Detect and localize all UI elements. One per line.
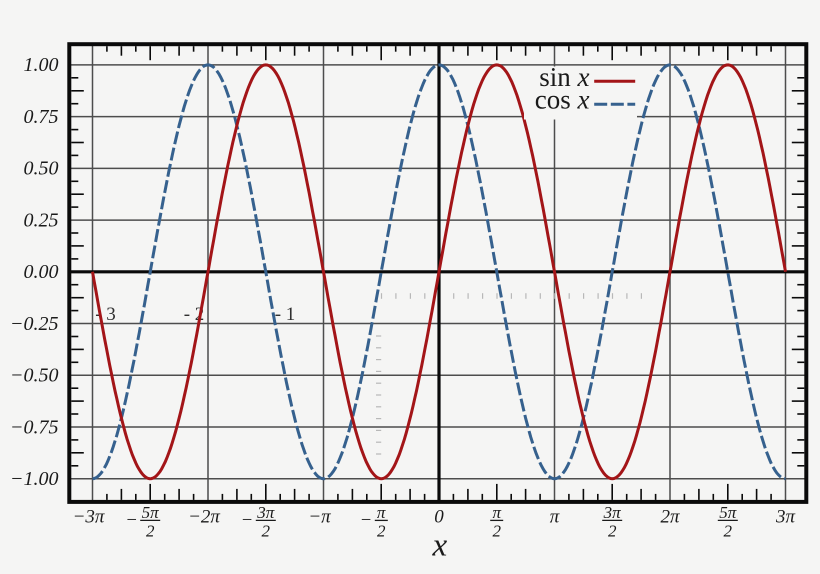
svg-text:−π: −π xyxy=(308,506,331,527)
svg-text:2: 2 xyxy=(262,521,271,540)
svg-text:2π: 2π xyxy=(660,506,680,527)
svg-text:0.00: 0.00 xyxy=(24,261,59,283)
svg-text:2: 2 xyxy=(146,521,155,540)
svg-text:−: − xyxy=(360,510,372,530)
svg-text:π: π xyxy=(550,506,560,527)
svg-text:−: − xyxy=(241,510,253,530)
svg-text:−1.00: −1.00 xyxy=(10,468,59,490)
svg-text:−3π: −3π xyxy=(73,506,105,527)
svg-text:0.50: 0.50 xyxy=(24,158,59,180)
svg-text:cos x: cos x xyxy=(535,84,590,114)
svg-text:π: π xyxy=(493,503,502,522)
svg-text:1.00: 1.00 xyxy=(24,54,59,76)
svg-text:2: 2 xyxy=(608,521,617,540)
svg-text:2: 2 xyxy=(493,521,502,540)
svg-text:0: 0 xyxy=(434,506,444,527)
svg-text:−0.50: −0.50 xyxy=(10,365,59,387)
svg-text:3π: 3π xyxy=(256,503,275,522)
svg-text:- 1: - 1 xyxy=(275,304,296,325)
svg-text:3π: 3π xyxy=(775,506,796,527)
svg-text:−0.25: −0.25 xyxy=(10,313,59,335)
svg-text:3π: 3π xyxy=(603,503,622,522)
svg-text:0.75: 0.75 xyxy=(24,106,59,128)
svg-text:5π: 5π xyxy=(142,503,160,522)
svg-text:2: 2 xyxy=(377,521,386,540)
svg-text:sin x: sin x xyxy=(539,62,589,92)
svg-text:x: x xyxy=(431,528,447,564)
svg-text:−2π: −2π xyxy=(188,506,220,527)
svg-text:π: π xyxy=(377,503,386,522)
svg-text:0.25: 0.25 xyxy=(24,209,59,231)
svg-text:2: 2 xyxy=(724,521,733,540)
svg-text:−0.75: −0.75 xyxy=(10,416,59,438)
svg-text:−: − xyxy=(125,510,137,530)
svg-text:5π: 5π xyxy=(719,503,737,522)
